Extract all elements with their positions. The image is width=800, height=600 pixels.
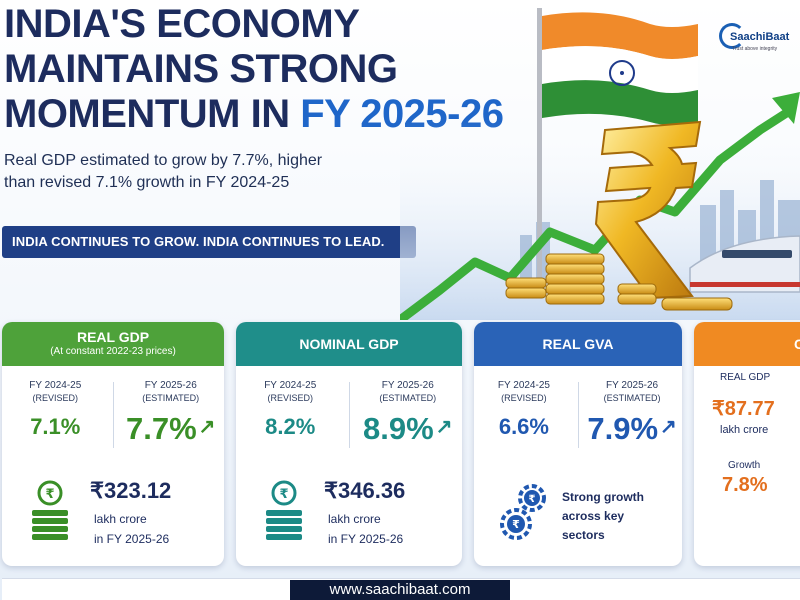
real-gdp-card-header: REAL GDP (At constant 2022-23 prices) [2,322,224,366]
real-gva-comparison: FY 2024-25 (REVISED) 6.6% FY 2025-26 (ES… [474,366,682,470]
nominal-gdp-unit: lakh crore [328,512,381,526]
real-gdp-curr-fy: FY 2025-26 [144,380,197,391]
column-divider [578,382,579,448]
real-gdp-subtitle: (At constant 2022-23 prices) [50,346,176,357]
partial-card-header: C [694,322,800,366]
real-gdp-period: in FY 2025-26 [94,532,170,546]
coin-stack-icon: ₹ [32,480,68,540]
column-divider [113,382,114,448]
nominal-gdp-card-header: NOMINAL GDP [236,322,462,366]
real-gdp-comparison: FY 2024-25 (REVISED) 7.1% FY 2025-26 (ES… [2,366,224,470]
headline-line-2: MAINTAINS STRONG [4,47,398,91]
real-gva-current: FY 2025-26 (ESTIMATED) 7.9% ↗ [582,380,682,446]
headline: INDIA'S ECONOMY MAINTAINS STRONG MOMENTU… [4,2,524,137]
real-gdp-current: FY 2025-26 (ESTIMATED) 7.7% ↗ [117,380,224,446]
nominal-gdp-curr-value-wrap: 8.9% ↗ [354,410,462,446]
nominal-gdp-amount-block: ₹ ₹346.36 lakh crore in FY 2025-26 [236,472,462,562]
subheadline-line-2: than revised 7.1% growth in FY 2024-25 [4,174,290,191]
real-gva-prev-note: (REVISED) [501,393,547,403]
real-gva-note-block: ₹ ₹ Strong growth across key sectors [474,472,682,562]
tagline-banner: INDIA CONTINUES TO GROW. INDIA CONTINUES… [2,226,416,258]
subheadline-line-1: Real GDP estimated to grow by 7.7%, high… [4,152,323,169]
partial-card-label-2: Growth [728,460,761,471]
real-gva-prev-fy: FY 2024-25 [497,380,550,391]
nominal-gdp-card: NOMINAL GDP FY 2024-25 (REVISED) 8.2% FY… [236,322,462,566]
brand-logo: SaachiBaat Trust above integrity [716,20,796,60]
train-icon [689,235,800,293]
real-gdp-prev-value: 7.1% [30,414,81,439]
nominal-gdp-current: FY 2025-26 (ESTIMATED) 8.9% ↗ [354,380,462,446]
real-gva-curr-note: (ESTIMATED) [603,393,661,403]
partial-card-value-1: ₹87.77 [712,398,775,420]
website-url-link[interactable]: www.saachibaat.com [290,580,510,600]
real-gva-text-line-3: sectors [562,528,605,542]
subheadline: Real GDP estimated to grow by 7.7%, high… [4,150,424,194]
real-gdp-card: REAL GDP (At constant 2022-23 prices) FY… [2,322,224,566]
brand-tagline: Trust above integrity [732,46,778,52]
nominal-gdp-prev-note: (REVISED) [267,393,313,403]
real-gdp-curr-value: 7.7% [126,411,197,446]
headline-line-1: INDIA'S ECONOMY [4,2,360,46]
growth-arrow-icon [400,92,800,320]
brand-logo-icon [719,23,745,49]
real-gva-card-header: REAL GVA [474,322,682,366]
partial-card-value-2: 7.8% [722,474,768,496]
up-arrow-icon: ↗ [435,416,453,438]
real-gdp-title: REAL GDP [76,329,150,345]
nominal-gdp-prev-fy: FY 2024-25 [264,380,317,391]
nominal-gdp-previous: FY 2024-25 (REVISED) 8.2% [236,380,344,444]
coin-stack-illustration [505,253,733,311]
real-gva-curr-value-wrap: 7.9% ↗ [582,410,682,446]
nominal-gdp-prev-value: 8.2% [265,414,316,439]
real-gva-description: Strong growth across key sectors [562,488,672,545]
svg-text:₹: ₹ [529,494,536,505]
real-gdp-unit: lakh crore [94,512,147,526]
nominal-gdp-curr-fy: FY 2025-26 [381,380,434,391]
real-gdp-curr-note: (ESTIMATED) [142,393,200,403]
indian-flag-icon [537,8,698,298]
real-gva-text-line-2: across key [562,509,625,523]
real-gdp-curr-value-wrap: 7.7% ↗ [117,410,224,446]
real-gva-card: REAL GVA FY 2024-25 (REVISED) 6.6% FY 20… [474,322,682,566]
real-gva-curr-value: 7.9% [587,411,659,446]
up-arrow-icon: ↗ [198,416,216,438]
svg-text:₹: ₹ [512,518,520,531]
hero-illustration [400,8,800,320]
real-gdp-amount-block: ₹ ₹323.12 lakh crore in FY 2025-26 [2,472,224,562]
real-gdp-prev-note: (REVISED) [32,393,79,403]
up-arrow-icon: ↗ [660,416,677,438]
nominal-gdp-amount: ₹346.36 [324,478,406,503]
column-divider [349,382,350,448]
nominal-gdp-curr-value: 8.9% [363,411,434,446]
headline-line-3-prefix: MOMENTUM IN [4,92,301,136]
real-gdp-previous: FY 2024-25 (REVISED) 7.1% [2,380,109,444]
real-gva-title: REAL GVA [542,336,614,352]
real-gva-text-line-1: Strong growth [562,490,644,504]
real-gva-previous: FY 2024-25 (REVISED) 6.6% [474,380,574,444]
nominal-gdp-period: in FY 2025-26 [328,532,404,546]
real-gdp-amount: ₹323.12 [90,478,172,503]
partial-card-label-1: REAL GDP [720,372,771,383]
real-gva-prev-value: 6.6% [498,414,549,439]
svg-text:₹: ₹ [45,487,54,502]
partial-card-unit-1: lakh crore [720,424,769,436]
real-gdp-prev-fy: FY 2024-25 [29,380,82,391]
real-gva-curr-fy: FY 2025-26 [606,380,659,391]
nominal-gdp-title: NOMINAL GDP [299,336,399,352]
partial-card-title: C [794,336,800,352]
nominal-gdp-comparison: FY 2024-25 (REVISED) 8.2% FY 2025-26 (ES… [236,366,462,470]
svg-text:₹: ₹ [279,487,288,502]
coin-stack-icon: ₹ [266,480,302,540]
rupee-gears-icon: ₹ ₹ [500,484,546,540]
partial-card: C REAL GDP ₹87.77 lakh crore Growth 7.8% [694,322,800,566]
nominal-gdp-curr-note: (ESTIMATED) [379,393,437,403]
brand-name: SaachiBaat [730,31,790,43]
